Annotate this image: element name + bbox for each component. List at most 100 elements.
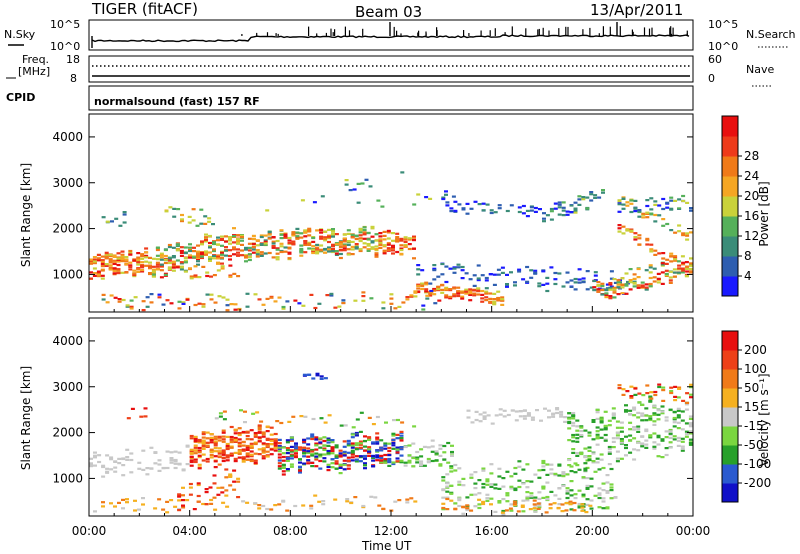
- data-cell: [419, 462, 424, 465]
- data-cell: [136, 270, 141, 273]
- data-cell: [680, 437, 685, 440]
- data-cell: [387, 461, 392, 464]
- data-cell: [367, 416, 372, 419]
- data-cell: [362, 242, 367, 245]
- data-cell: [295, 235, 300, 238]
- data-cell: [529, 276, 534, 279]
- data-cell: [428, 294, 433, 297]
- data-cell: [545, 473, 550, 476]
- data-cell: [255, 253, 260, 256]
- y-tick-label: 1000: [52, 267, 83, 281]
- data-cell: [330, 466, 335, 469]
- data-cell: [342, 445, 347, 448]
- data-cell: [677, 207, 682, 210]
- data-cell: [334, 456, 339, 459]
- data-cell: [201, 305, 206, 308]
- data-cell: [285, 441, 290, 444]
- data-cell: [619, 439, 624, 442]
- data-cell: [116, 260, 121, 263]
- data-cell: [255, 251, 260, 254]
- data-cell: [481, 500, 486, 503]
- data-cell: [441, 197, 446, 201]
- data-cell: [569, 494, 574, 497]
- data-cell: [607, 452, 612, 455]
- data-cell: [338, 240, 343, 244]
- data-cell: [645, 237, 650, 240]
- data-cell: [249, 442, 254, 445]
- data-cell: [108, 264, 113, 267]
- data-cell: [261, 451, 266, 454]
- data-cell: [342, 240, 347, 243]
- data-cell: [326, 438, 331, 441]
- data-cell: [140, 264, 145, 267]
- data-cell: [391, 249, 395, 252]
- data-cell: [255, 249, 260, 252]
- data-cell: [620, 292, 625, 295]
- data-cell: [474, 410, 479, 413]
- data-cell: [261, 447, 266, 450]
- data-cell: [395, 446, 400, 449]
- data-cell: [520, 504, 525, 507]
- colorbar-tick-label: 100: [744, 362, 767, 376]
- data-cell: [575, 419, 580, 422]
- data-cell: [669, 260, 674, 263]
- data-cell: [273, 504, 278, 507]
- data-cell: [413, 295, 418, 298]
- data-cell: [587, 434, 592, 437]
- data-cell: [330, 462, 335, 465]
- data-cell: [603, 428, 608, 431]
- data-cell: [564, 502, 569, 505]
- data-cell: [597, 487, 602, 490]
- data-cell: [255, 411, 260, 414]
- data-cell: [681, 399, 686, 402]
- data-cell: [488, 273, 493, 276]
- data-cell: [689, 207, 693, 210]
- data-cell: [509, 509, 514, 512]
- data-cell: [497, 501, 502, 504]
- data-cell: [444, 294, 449, 297]
- data-cell: [656, 434, 661, 437]
- data-cell: [181, 468, 186, 471]
- data-cell: [212, 248, 216, 251]
- data-cell: [485, 478, 490, 481]
- data-cell: [652, 420, 657, 423]
- data-cell: [685, 270, 690, 273]
- data-cell: [157, 463, 162, 466]
- data-cell: [652, 423, 657, 426]
- data-cell: [232, 253, 236, 256]
- data-cell: [593, 494, 598, 497]
- data-cell: [245, 453, 250, 456]
- data-cell: [653, 220, 658, 223]
- data-cell: [620, 277, 625, 280]
- data-cell: [676, 409, 681, 412]
- data-cell: [92, 256, 97, 259]
- data-cell: [551, 413, 556, 416]
- data-cell: [473, 487, 478, 490]
- data-cell: [92, 258, 97, 261]
- data-cell: [323, 236, 328, 239]
- data-cell: [113, 505, 117, 508]
- data-cell: [568, 500, 573, 503]
- data-cell: [101, 501, 105, 504]
- data-cell: [542, 220, 546, 223]
- data-cell: [155, 268, 160, 271]
- data-cell: [205, 460, 210, 463]
- data-cell: [287, 247, 292, 250]
- data-cell: [277, 453, 282, 456]
- data-cell: [148, 256, 152, 259]
- data-cell: [213, 450, 218, 453]
- data-cell: [289, 450, 294, 453]
- data-cell: [265, 209, 270, 212]
- data-cell: [585, 288, 590, 291]
- data-cell: [612, 288, 617, 291]
- data-cell: [500, 271, 505, 274]
- data-cell: [251, 234, 256, 237]
- data-cell: [580, 503, 585, 506]
- data-cell: [632, 285, 637, 288]
- data-cell: [342, 233, 347, 236]
- data-cell: [193, 438, 198, 441]
- power-ylabel: Slant Range [km]: [19, 163, 33, 267]
- data-cell: [660, 438, 665, 441]
- data-cell: [338, 256, 343, 260]
- data-cell: [303, 229, 308, 232]
